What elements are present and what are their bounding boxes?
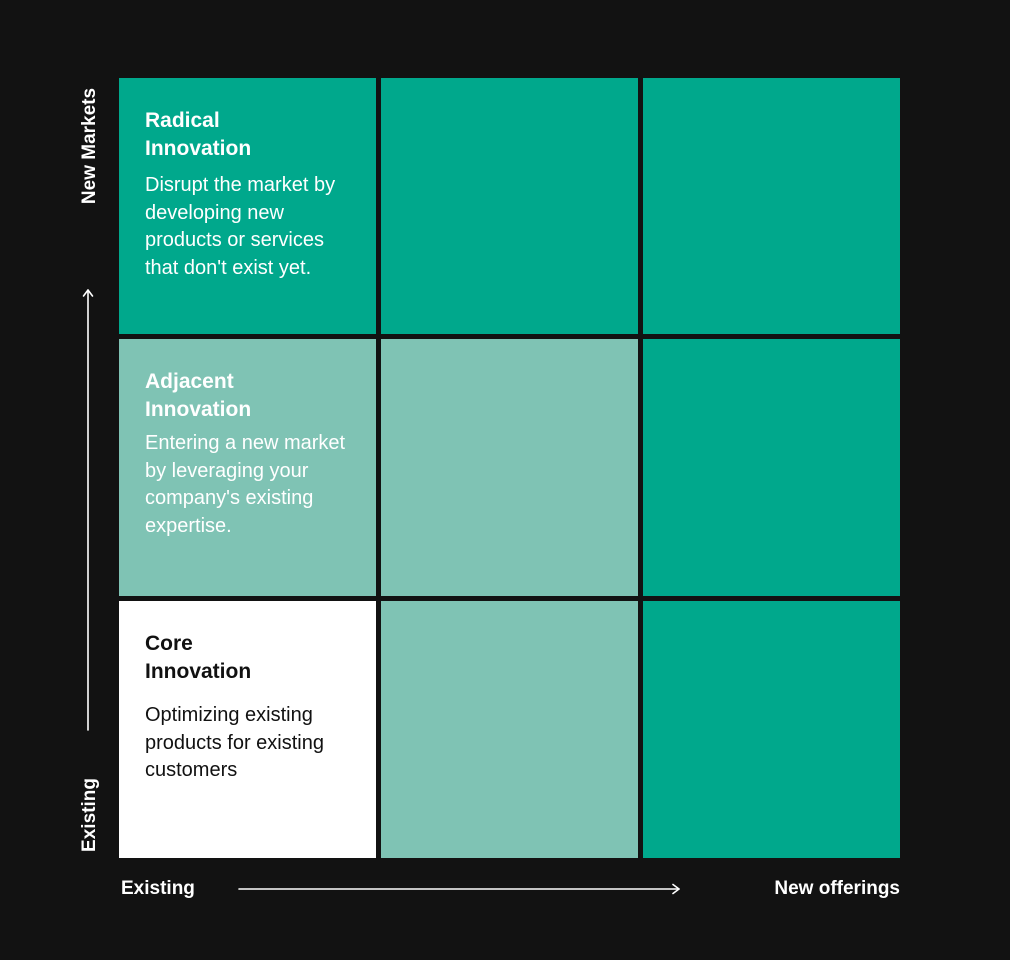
radical-title-line2: Innovation [145,137,252,160]
adjacent-title-line2: Innovation [145,398,252,421]
cell-radical-innovation: Radical Innovation Disrupt the market by… [119,78,376,334]
cell-row1-col2 [381,78,638,334]
core-title-line1: Core [145,632,193,655]
adjacent-description: Entering a new market by leveraging your… [145,432,346,537]
core-title: Core Innovation [145,630,354,686]
x-axis-arrow [238,883,680,895]
core-description: Optimizing existing products for existin… [145,704,324,781]
cell-row2-col3 [643,339,900,596]
x-axis-label-existing: Existing [121,878,195,899]
y-axis-arrow [82,289,94,731]
cell-row3-col3 [643,601,900,858]
innovation-grid: Radical Innovation Disrupt the market by… [119,78,900,858]
radical-description: Disrupt the market by developing new pro… [145,174,336,279]
y-axis-label-new-markets: New Markets [79,87,100,205]
radical-title-line1: Radical [145,109,220,132]
cell-core-innovation: Core Innovation Optimizing existing prod… [119,601,376,858]
cell-row1-col3 [643,78,900,334]
cell-row3-col2 [381,601,638,858]
adjacent-title-line1: Adjacent [145,370,234,393]
core-title-line2: Innovation [145,660,252,683]
radical-title: Radical Innovation [145,107,354,163]
cell-row2-col2 [381,339,638,596]
cell-adjacent-innovation: Adjacent Innovation Entering a new marke… [119,339,376,596]
y-axis-label-existing: Existing [79,778,100,852]
x-axis-label-new-offerings: New offerings [774,878,900,899]
adjacent-title: Adjacent Innovation [145,368,354,424]
